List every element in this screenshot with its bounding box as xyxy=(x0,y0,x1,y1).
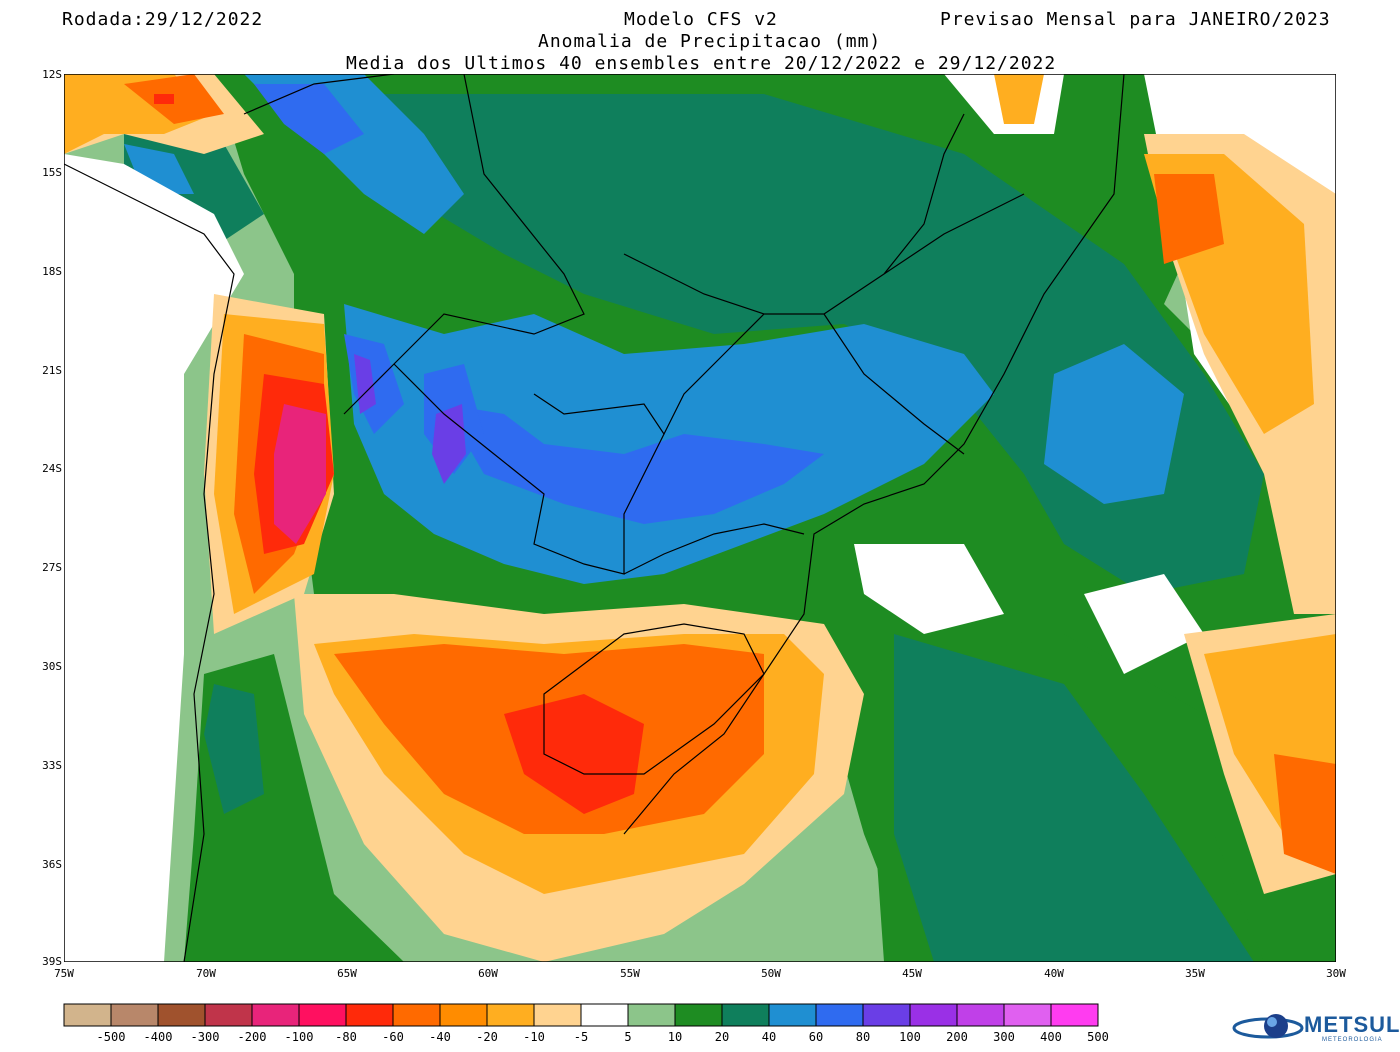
legend-swatch xyxy=(956,1003,1005,1027)
lat-label: 39S xyxy=(42,955,62,968)
legend-label: 10 xyxy=(667,1030,683,1044)
forecast-title: Previsao Mensal para JANEIRO/2023 xyxy=(940,9,1331,30)
legend-swatch xyxy=(157,1003,206,1027)
legend-swatch xyxy=(298,1003,347,1027)
lon-label: 75W xyxy=(54,967,74,980)
legend-swatch xyxy=(204,1003,253,1027)
lat-label: 33S xyxy=(42,759,62,772)
legend-swatch xyxy=(392,1003,441,1027)
dark-green-region-sw xyxy=(204,684,264,814)
legend-label: 100 xyxy=(899,1030,921,1044)
border-brazil-states xyxy=(623,113,1025,455)
legend-swatch xyxy=(862,1003,911,1027)
legend-swatch xyxy=(439,1003,488,1027)
legend-swatch xyxy=(580,1003,629,1027)
run-date: Rodada:29/12/2022 xyxy=(62,9,264,30)
dark-orange-region-se xyxy=(1274,754,1336,874)
atlantic-coastline xyxy=(623,74,1125,835)
precipitation-anomaly-map xyxy=(64,74,1336,962)
legend-swatch xyxy=(909,1003,958,1027)
lon-label: 40W xyxy=(1044,967,1064,980)
border-uruguay xyxy=(543,623,765,775)
lon-label: 50W xyxy=(761,967,781,980)
dark-green-region-se xyxy=(894,634,1254,962)
legend-label: -80 xyxy=(335,1030,357,1044)
legend-label: -300 xyxy=(190,1030,220,1044)
legend-label: -10 xyxy=(523,1030,545,1044)
orange-region-ne xyxy=(994,74,1044,124)
legend-label: -40 xyxy=(429,1030,451,1044)
blue-region xyxy=(444,404,824,524)
dark-orange-region-east xyxy=(1154,174,1224,264)
legend-label: -400 xyxy=(143,1030,173,1044)
legend-swatch xyxy=(345,1003,394,1027)
legend-swatch xyxy=(768,1003,817,1027)
border-paraguay xyxy=(393,363,665,575)
red-region-nw xyxy=(154,94,174,104)
lat-label: 27S xyxy=(42,561,62,574)
purple-region xyxy=(432,404,466,484)
lat-label: 36S xyxy=(42,858,62,871)
lon-label: 45W xyxy=(902,967,922,980)
legend-swatch xyxy=(251,1003,300,1027)
legend-swatch xyxy=(815,1003,864,1027)
legend-label: 500 xyxy=(1087,1030,1109,1044)
legend-swatch xyxy=(1050,1003,1099,1027)
legend-label: 5 xyxy=(624,1030,632,1044)
white-region-west xyxy=(64,154,244,962)
lon-label: 30W xyxy=(1326,967,1346,980)
lon-label: 35W xyxy=(1185,967,1205,980)
lon-label: 65W xyxy=(337,967,357,980)
ensemble-subtitle: Media dos Ultimos 40 ensembles entre 20/… xyxy=(346,53,1057,74)
logo-subtitle: METEOROLOGIA xyxy=(1322,1037,1383,1043)
dark-green-region xyxy=(334,94,1264,594)
model-name: Modelo CFS v2 xyxy=(624,9,778,30)
pacific-coastline xyxy=(64,163,235,962)
legend-swatch xyxy=(627,1003,676,1027)
light-blue-region-east xyxy=(1044,344,1184,504)
legend-label: 300 xyxy=(993,1030,1015,1044)
border-argentina-brazil xyxy=(623,523,805,575)
legend-swatch xyxy=(486,1003,535,1027)
legend-label: 60 xyxy=(808,1030,824,1044)
lat-label: 18S xyxy=(42,265,62,278)
lat-label: 15S xyxy=(42,166,62,179)
legend-label: 400 xyxy=(1040,1030,1062,1044)
logo-name: METSUL xyxy=(1304,1012,1400,1037)
legend-swatch xyxy=(63,1003,112,1027)
legend-swatch xyxy=(1003,1003,1052,1027)
legend-label: 80 xyxy=(855,1030,871,1044)
legend-swatch xyxy=(533,1003,582,1027)
blue-region-north xyxy=(254,84,364,154)
metsul-logo-icon xyxy=(1232,1014,1304,1039)
border-bolivia xyxy=(243,74,585,415)
lon-label: 70W xyxy=(196,967,216,980)
legend-label: -200 xyxy=(237,1030,267,1044)
white-region-center xyxy=(854,544,1004,634)
legend-swatch xyxy=(721,1003,770,1027)
legend-label: 200 xyxy=(946,1030,968,1044)
legend-label: -60 xyxy=(382,1030,404,1044)
legend-label: -20 xyxy=(476,1030,498,1044)
legend-label: 40 xyxy=(761,1030,777,1044)
legend-swatch xyxy=(674,1003,723,1027)
legend-label: -5 xyxy=(573,1030,589,1044)
lon-label: 55W xyxy=(620,967,640,980)
lat-label: 24S xyxy=(42,462,62,475)
magenta-region xyxy=(274,404,326,544)
lat-label: 12S xyxy=(42,68,62,81)
red-region-south xyxy=(504,694,644,814)
lat-label: 30S xyxy=(42,660,62,673)
legend-swatch xyxy=(110,1003,159,1027)
legend-label: -500 xyxy=(96,1030,126,1044)
white-region-se xyxy=(1084,574,1204,674)
lat-label: 21S xyxy=(42,364,62,377)
lon-label: 60W xyxy=(478,967,498,980)
variable-title: Anomalia de Precipitacao (mm) xyxy=(538,31,882,52)
legend-label: 20 xyxy=(714,1030,730,1044)
legend-label: -100 xyxy=(284,1030,314,1044)
